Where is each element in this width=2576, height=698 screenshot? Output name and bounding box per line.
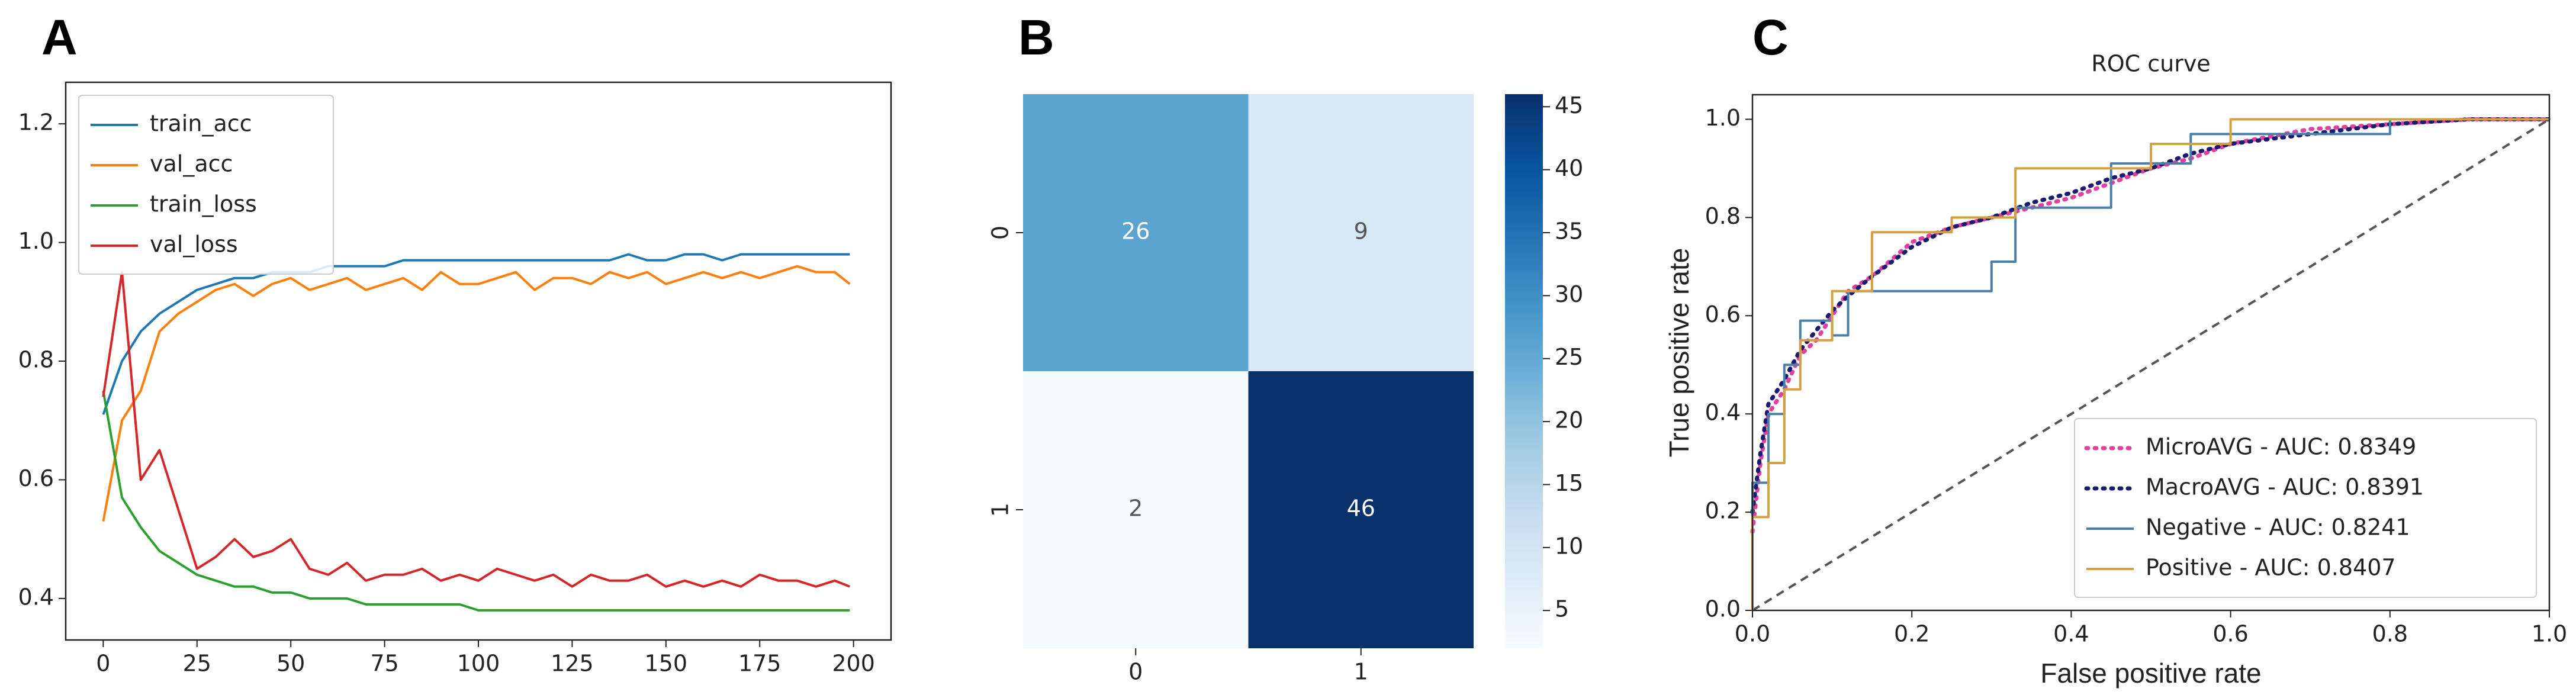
series-line xyxy=(1750,117,2552,534)
colorbar-tick-label: 45 xyxy=(1555,92,1583,118)
y-tick-label: 0.6 xyxy=(18,465,54,491)
y-axis-title: True positive rate xyxy=(1664,248,1694,458)
colorbar-tick-label: 35 xyxy=(1555,218,1583,245)
colorbar-tick-label: 20 xyxy=(1555,407,1583,433)
x-tick-label: 100 xyxy=(457,651,500,677)
colorbar-tick-label: 25 xyxy=(1555,344,1583,370)
colorbar-tick-label: 30 xyxy=(1555,281,1583,307)
colorbar xyxy=(1505,94,1543,648)
chart-title: ROC curve xyxy=(2091,51,2210,77)
y-tick-label: 0.8 xyxy=(1705,203,1741,229)
y-tick-label: 0.4 xyxy=(1705,400,1741,426)
x-tick-label: 75 xyxy=(370,651,398,677)
panel-label: A xyxy=(41,9,78,65)
x-tick-label: 0.8 xyxy=(2372,621,2408,647)
y-tick-label: 0 xyxy=(988,226,1014,240)
legend-box xyxy=(78,95,334,275)
x-tick-label: 1 xyxy=(1354,659,1368,685)
heatmap-cell xyxy=(1248,371,1474,648)
series-line xyxy=(1751,118,2549,610)
heatmap-cell xyxy=(1023,94,1249,371)
y-tick-label: 1.2 xyxy=(18,110,54,136)
x-tick-label: 0.6 xyxy=(2212,621,2248,647)
heatmap-cell xyxy=(1023,371,1249,648)
x-tick-label: 0.0 xyxy=(1735,621,1770,647)
series-line xyxy=(102,253,850,415)
colorbar-tick-label: 10 xyxy=(1555,533,1583,559)
x-tick-label: 25 xyxy=(183,651,211,677)
legend-label: val_acc xyxy=(150,151,233,177)
colorbar-tick-label: 5 xyxy=(1555,596,1569,622)
y-tick-label: 0.0 xyxy=(1705,596,1741,622)
y-tick-label: 0.4 xyxy=(18,584,54,610)
legend-label: MicroAVG - AUC: 0.8349 xyxy=(2146,434,2416,460)
legend-box xyxy=(2074,418,2537,598)
x-tick-label: 200 xyxy=(832,651,875,677)
series-line xyxy=(102,265,851,522)
legend-label: Positive - AUC: 0.8407 xyxy=(2146,555,2396,581)
heatmap-cell xyxy=(1248,94,1474,371)
x-tick-label: 125 xyxy=(551,651,594,677)
colorbar-tick-label: 40 xyxy=(1555,155,1583,181)
x-tick-label: 0.4 xyxy=(2053,621,2089,647)
x-tick-label: 150 xyxy=(645,651,688,677)
series-line xyxy=(102,390,850,612)
x-tick-label: 50 xyxy=(276,651,305,677)
x-tick-label: 1.0 xyxy=(2532,621,2567,647)
cell-label: 26 xyxy=(1121,218,1150,245)
legend-label: Negative - AUC: 0.8241 xyxy=(2146,514,2410,541)
legend-label: train_acc xyxy=(150,111,252,137)
x-tick-label: 175 xyxy=(738,651,782,677)
y-tick-label: 0.2 xyxy=(1705,498,1741,524)
legend-label: train_loss xyxy=(150,191,257,217)
series-line xyxy=(102,271,851,588)
panel-label: B xyxy=(1018,9,1054,65)
panel-label: C xyxy=(1752,9,1789,65)
x-tick-label: 0 xyxy=(1128,659,1143,685)
legend-label: MacroAVG - AUC: 0.8391 xyxy=(2146,474,2424,500)
x-axis-title: False positive rate xyxy=(2040,658,2261,689)
plot-frame xyxy=(1751,94,2551,612)
series-line xyxy=(1750,117,2552,514)
x-tick-label: 0.2 xyxy=(1894,621,1929,647)
y-tick-label: 1.0 xyxy=(1705,105,1741,131)
colorbar-tick-label: 15 xyxy=(1555,470,1583,496)
y-tick-label: 1 xyxy=(988,503,1014,517)
x-tick-label: 0 xyxy=(96,651,110,677)
y-tick-label: 1.0 xyxy=(18,228,54,254)
plot-frame xyxy=(65,81,892,641)
y-tick-label: 0.8 xyxy=(18,347,54,373)
cell-label: 46 xyxy=(1347,496,1375,522)
cell-label: 9 xyxy=(1354,218,1368,245)
legend-label: val_loss xyxy=(150,231,238,258)
cell-label: 2 xyxy=(1128,496,1143,522)
y-tick-label: 0.6 xyxy=(1705,301,1741,327)
